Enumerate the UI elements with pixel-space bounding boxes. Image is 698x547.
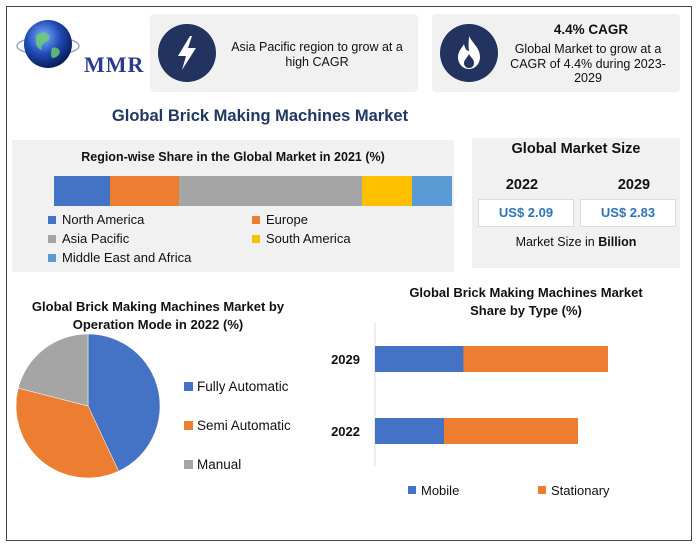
legend-swatch-mobile xyxy=(408,486,416,494)
region-segment-asia-pacific xyxy=(179,176,363,206)
market-size-caption: Market Size in Billion xyxy=(515,235,637,249)
cagr-title: 4.4% CAGR xyxy=(553,22,629,37)
legend-label: Fully Automatic xyxy=(197,379,289,394)
legend-swatch xyxy=(184,421,193,430)
region-segment-south-america xyxy=(362,176,413,206)
pie-slice-semi-automatic xyxy=(15,387,119,479)
legend-swatch-stationary xyxy=(538,486,546,494)
legend-swatch xyxy=(48,234,56,243)
pie-legend-item-semi-automatic: Semi Automatic xyxy=(184,418,291,433)
cagr-text: Global Market to grow at a CAGR of 4.4% … xyxy=(510,42,666,85)
legend-swatch xyxy=(184,460,193,469)
type-chart-title: Global Brick Making Machines Market Shar… xyxy=(409,285,643,318)
growth-card: Asia Pacific region to grow at a high CA… xyxy=(150,14,418,92)
region-segment-europe xyxy=(109,176,180,206)
bar-stationary-2022 xyxy=(444,418,578,444)
market-size-title: Global Market Size xyxy=(511,141,641,157)
pie-slice-manual xyxy=(17,333,89,407)
region-segment-middle-east-and-africa xyxy=(412,176,452,206)
category-label-2029: 2029 xyxy=(331,352,360,367)
growth-text: Asia Pacific region to grow at a high CA… xyxy=(231,40,403,69)
pie-slice-fully-automatic xyxy=(87,333,161,472)
lightning-bolt-icon xyxy=(158,24,216,82)
flame-icon xyxy=(440,24,498,82)
legend-label: Middle East and Africa xyxy=(62,250,192,265)
legend-label: Semi Automatic xyxy=(197,418,291,433)
year-2022: 2022 xyxy=(505,177,539,193)
legend-item-middle-east-and-africa: Middle East and Africa xyxy=(48,250,191,265)
legend-swatch xyxy=(48,215,56,224)
legend-label-mobile: Mobile xyxy=(421,483,459,498)
cagr-card: 4.4% CAGR Global Market to grow at a CAG… xyxy=(432,14,680,92)
legend-label: North America xyxy=(62,212,145,227)
pie-chart-title: Global Brick Making Machines Market by O… xyxy=(31,299,285,332)
legend-item-south-america: South America xyxy=(252,231,351,246)
bar-stationary-2029 xyxy=(463,346,608,372)
value-2029: US$ 2.83 xyxy=(580,199,676,227)
globe-icon xyxy=(16,20,80,68)
bar-mobile-2022 xyxy=(375,418,445,444)
logo-text: MMR xyxy=(84,52,145,77)
main-title: Global Brick Making Machines Market xyxy=(111,107,409,125)
legend-label: Manual xyxy=(197,457,242,472)
region-segment-north-america xyxy=(54,176,110,206)
value-2022: US$ 2.09 xyxy=(478,199,574,227)
legend-swatch xyxy=(252,234,260,243)
mmr-logo: MMR xyxy=(14,14,144,80)
region-share-panel: Region-wise Share in the Global Market i… xyxy=(12,140,454,272)
region-chart-title: Region-wise Share in the Global Market i… xyxy=(81,150,385,164)
category-label-2022: 2022 xyxy=(331,424,360,439)
year-2029: 2029 xyxy=(617,177,651,193)
legend-label: Asia Pacific xyxy=(62,231,130,246)
pie-legend-item-fully-automatic: Fully Automatic xyxy=(184,379,289,394)
legend-swatch xyxy=(252,215,260,224)
legend-label: South America xyxy=(266,231,351,246)
market-size-panel: Global Market Size 2022 2029 US$ 2.09 US… xyxy=(472,138,680,268)
operation-mode-pie-chart xyxy=(15,333,161,479)
pie-legend-item-manual: Manual xyxy=(184,457,241,472)
region-stacked-bar xyxy=(54,176,452,206)
bar-mobile-2029 xyxy=(375,346,464,372)
legend-swatch xyxy=(184,382,193,391)
type-share-bar-chart: 2029 2022 Mobile Stationary xyxy=(331,323,610,498)
legend-label: Europe xyxy=(266,212,308,227)
legend-item-europe: Europe xyxy=(252,212,308,227)
legend-item-asia-pacific: Asia Pacific xyxy=(48,231,129,246)
legend-swatch xyxy=(48,253,56,262)
legend-item-north-america: North America xyxy=(48,212,144,227)
legend-label-stationary: Stationary xyxy=(551,483,610,498)
